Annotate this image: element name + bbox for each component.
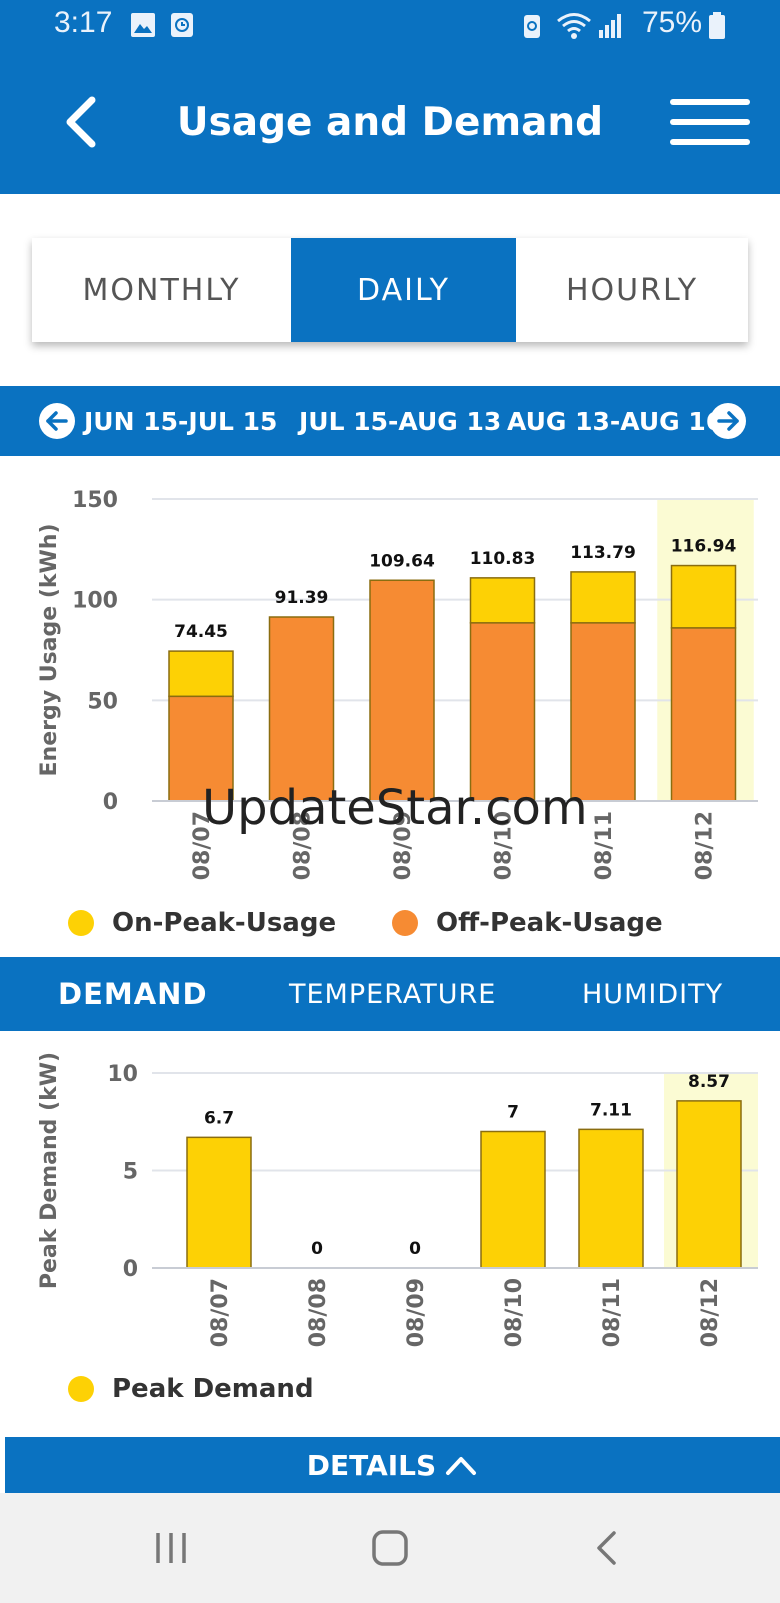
bar-off-peak [570,622,636,802]
system-nav-bar [0,1493,780,1603]
clock-app-icon [171,13,193,37]
legend-off-peak-label: Off-Peak-Usage [436,908,663,938]
data-label: 110.83 [470,549,536,569]
data-label: 0 [409,1239,421,1259]
period-selector: JUN 15-JUL 15 JUL 15-AUG 13 AUG 13-AUG 1… [0,386,780,456]
bar-peak-demand [480,1130,546,1269]
view-segmented-control: MONTHLY DAILY HOURLY [32,238,748,342]
x-tick-label: 08/12 [698,1278,723,1347]
x-tick-label: 08/12 [693,811,718,880]
gallery-icon [131,13,155,37]
tab-monthly[interactable]: MONTHLY [82,272,241,308]
data-label: 113.79 [570,543,636,563]
battery-saver-icon [524,15,540,38]
energy-usage-chart: 0 50 100 150 Energy Usage (kWh) 74.45 08/07 91.… [37,488,758,880]
bar-off-peak [369,579,435,802]
y-tick-label: 150 [72,488,118,513]
bar-on-peak [168,650,234,698]
signal-icon [599,14,621,38]
period-prev[interactable]: JUN 15-JUL 15 [84,407,278,436]
data-label: 0 [311,1239,323,1259]
chevron-left-icon [66,96,96,148]
status-time: 3:17 [54,6,113,39]
battery-percent: 75% [642,6,703,39]
tab-daily[interactable]: DAILY [291,238,516,342]
next-period-button[interactable] [710,403,746,439]
legend-peak-demand: Peak Demand [68,1374,314,1404]
bar-off-peak [268,616,335,802]
watermark: UpdateStar.com [202,780,588,836]
system-back-icon[interactable] [594,1530,620,1566]
y-tick-label: 0 [103,790,118,815]
details-button[interactable]: DETAILS [5,1437,780,1493]
bar-on-peak [670,564,737,629]
menu-button[interactable] [670,96,750,148]
tab-demand[interactable]: DEMAND [58,977,208,1011]
x-tick-label: 08/11 [592,811,617,880]
tab-temperature[interactable]: TEMPERATURE [289,979,497,1010]
legend-off-peak: Off-Peak-Usage [392,908,663,938]
x-tick-label: 08/09 [404,1278,429,1347]
on-peak-dot-icon [68,910,94,936]
bar-peak-demand [676,1100,742,1269]
bar-peak-demand [578,1128,644,1269]
x-tick-label: 08/10 [502,1278,527,1347]
bar-peak-demand [186,1136,252,1269]
tab-hourly[interactable]: HOURLY [565,272,699,308]
battery-icon [709,12,725,39]
y-tick-label: 0 [123,1257,138,1282]
x-tick-label: 08/10 [492,811,517,880]
arrow-right-icon [717,411,739,431]
y-tick-label: 5 [123,1160,138,1185]
data-label: 7.11 [590,1100,632,1120]
home-icon[interactable] [372,1530,408,1566]
data-label: 8.57 [688,1072,730,1092]
bar-off-peak [670,627,737,802]
tab-humidity[interactable]: HUMIDITY [582,979,724,1010]
period-current[interactable]: JUL 15-AUG 13 [299,407,502,436]
arrow-left-icon [46,411,68,431]
y-axis-label: Energy Usage (kWh) [37,523,62,776]
previous-period-button[interactable] [39,403,75,439]
hamburger-menu-icon [670,99,750,145]
legend-on-peak-label: On-Peak-Usage [112,908,337,938]
recent-apps-icon[interactable] [154,1531,188,1565]
y-tick-label: 10 [107,1062,138,1087]
data-label: 91.39 [275,588,329,608]
y-tick-label: 50 [87,689,118,714]
bar-off-peak [469,622,536,802]
chevron-up-icon [446,1457,477,1475]
y-axis-label: Peak Demand (kW) [37,1052,62,1289]
x-tick-label: 08/08 [306,1278,331,1347]
x-tick-label: 08/07 [190,811,215,880]
legend-peak-demand-label: Peak Demand [112,1374,314,1404]
wifi-icon [557,13,591,39]
app-bar: Usage and Demand [0,52,780,194]
legend-on-peak: On-Peak-Usage [68,908,336,938]
data-label: 7 [507,1103,519,1123]
data-label: 109.64 [369,551,435,571]
data-label: 74.45 [174,622,228,642]
x-tick-label: 08/09 [391,811,416,880]
page-title: Usage and Demand [176,100,604,145]
peak-demand-chart: 0 5 10 Peak Demand (kW) 6.7 08/07 0 08/08 0 08/09… [37,1052,758,1347]
peak-demand-dot-icon [68,1376,94,1402]
bar-on-peak [570,571,636,624]
off-peak-dot-icon [392,910,418,936]
y-tick-label: 100 [72,589,118,614]
metric-tabs: DEMAND TEMPERATURE HUMIDITY [0,957,780,1031]
period-next[interactable]: AUG 13-AUG 16 [507,407,724,436]
bar-on-peak [469,577,536,624]
x-tick-label: 08/08 [291,811,316,880]
data-label: 6.7 [204,1108,234,1128]
back-button[interactable] [60,96,112,148]
status-bar: 3:17 75% [0,0,780,52]
x-tick-label: 08/11 [600,1278,625,1347]
details-label: DETAILS [306,1448,437,1482]
x-tick-label: 08/07 [208,1278,233,1347]
data-label: 116.94 [671,537,737,557]
